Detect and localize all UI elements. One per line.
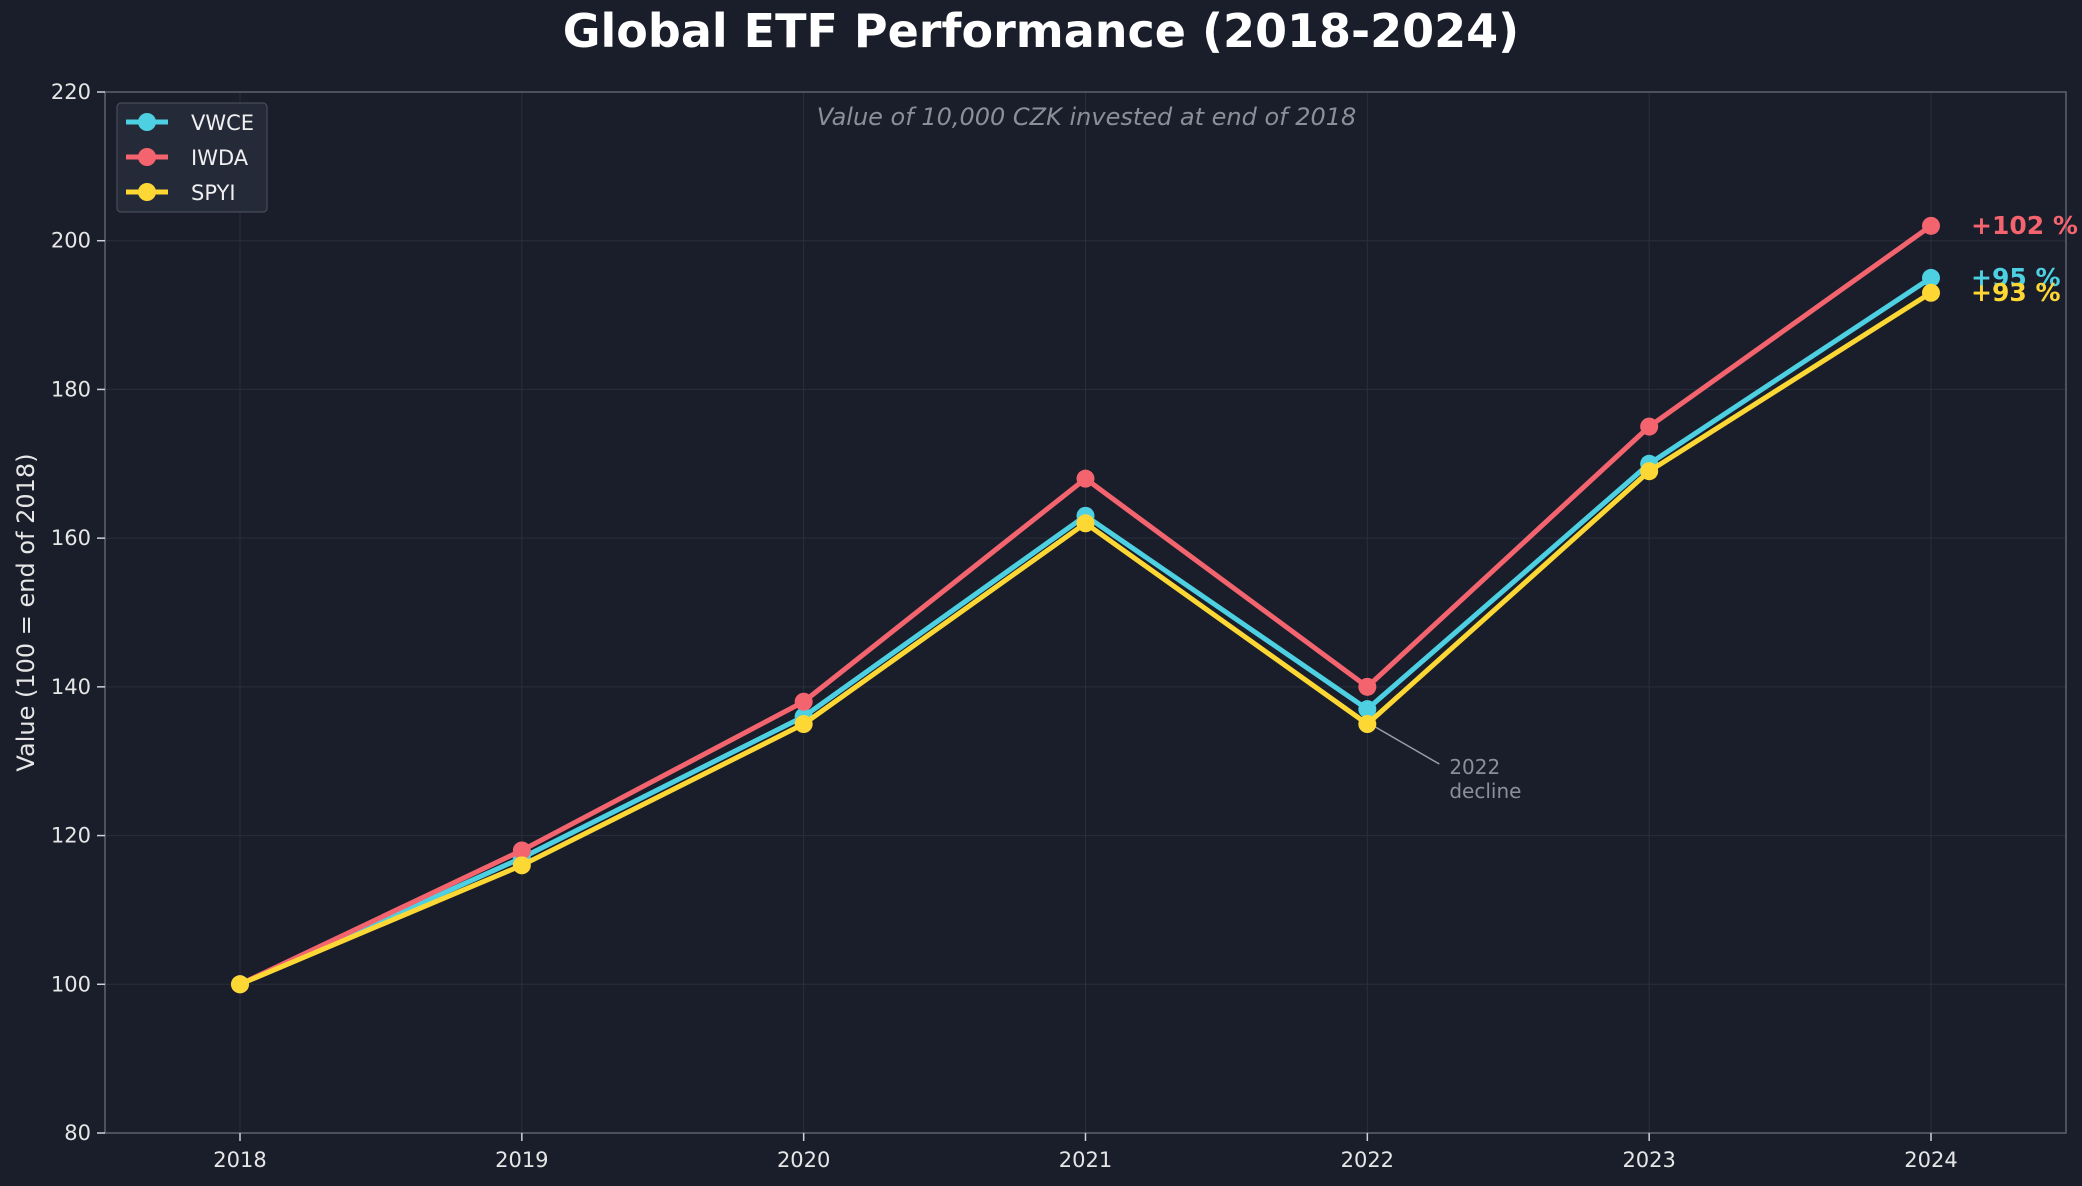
y-tick-label: 120 xyxy=(51,824,91,848)
legend-label: IWDA xyxy=(191,146,249,170)
x-tick-label: 2022 xyxy=(1341,1148,1394,1172)
chart-title: Global ETF Performance (2018-2024) xyxy=(563,4,1519,58)
legend-item-spyi: SPYI xyxy=(126,181,236,205)
legend-swatch-marker xyxy=(138,113,156,131)
end-labels: +102 % +95 %+93 % xyxy=(1971,211,2078,307)
end-label-vwce: +95 % xyxy=(1971,263,2061,292)
x-tick-label: 2021 xyxy=(1059,1148,1112,1172)
data-point-iwda xyxy=(512,841,531,860)
annotation-group: 2022 decline xyxy=(1374,726,1521,803)
y-axis-ticks: 80 100 120 140 160 180 200 220 xyxy=(51,80,105,1145)
y-tick-label: 180 xyxy=(51,377,91,401)
data-point-spyi xyxy=(794,715,813,734)
grid xyxy=(105,91,2066,1134)
y-axis-label: Value (100 = end of 2018) xyxy=(12,453,40,771)
data-point-iwda xyxy=(1640,417,1659,436)
y-tick-label: 140 xyxy=(51,675,91,699)
series-group xyxy=(231,216,1940,994)
x-tick-label: 2019 xyxy=(495,1148,548,1172)
y-tick-label: 80 xyxy=(64,1121,91,1145)
series-spyi xyxy=(231,283,1940,994)
x-tick-label: 2023 xyxy=(1622,1148,1675,1172)
x-tick-label: 2018 xyxy=(213,1148,266,1172)
data-point-vwce xyxy=(1358,700,1377,719)
end-label-iwda: +102 % xyxy=(1971,211,2078,240)
end-label-spyi: +93 % xyxy=(1971,278,2061,307)
chart-subtitle: Value of 10,000 CZK invested at end of 2… xyxy=(817,103,1357,131)
legend-item-iwda: IWDA xyxy=(126,146,249,170)
legend-label: VWCE xyxy=(191,111,254,135)
annotation-label: 2022 decline xyxy=(1449,755,1521,803)
y-tick-label: 200 xyxy=(51,229,91,253)
y-tick-label: 100 xyxy=(51,972,91,996)
data-point-spyi xyxy=(1640,462,1659,481)
x-axis-ticks: 2018 2019 2020 2021 2022 2023 2024 xyxy=(213,1133,1958,1172)
legend-box xyxy=(116,102,268,213)
x-tick-label: 2024 xyxy=(1904,1148,1957,1172)
legend-label: SPYI xyxy=(191,181,236,205)
annotation-line: decline xyxy=(1449,779,1521,803)
data-point-spyi xyxy=(231,975,249,994)
data-point-spyi xyxy=(512,856,531,875)
data-point-iwda xyxy=(794,692,813,711)
data-point-spyi xyxy=(1358,715,1377,734)
legend-swatch-marker xyxy=(138,148,156,166)
legend-item-vwce: VWCE xyxy=(126,111,254,135)
data-point-vwce xyxy=(1922,268,1940,287)
data-point-spyi xyxy=(1076,514,1095,533)
data-point-iwda xyxy=(1358,677,1377,696)
legend: VWCE IWDA SPYI xyxy=(116,102,268,213)
data-point-iwda xyxy=(1922,216,1940,235)
y-tick-label: 220 xyxy=(51,80,91,104)
annotation-line: 2022 xyxy=(1449,755,1500,779)
x-tick-label: 2020 xyxy=(777,1148,830,1172)
data-point-iwda xyxy=(1076,469,1095,488)
data-point-spyi xyxy=(1922,283,1940,302)
annotation-arrow xyxy=(1374,726,1440,765)
legend-swatch-marker xyxy=(138,183,156,201)
y-tick-label: 160 xyxy=(51,526,91,550)
